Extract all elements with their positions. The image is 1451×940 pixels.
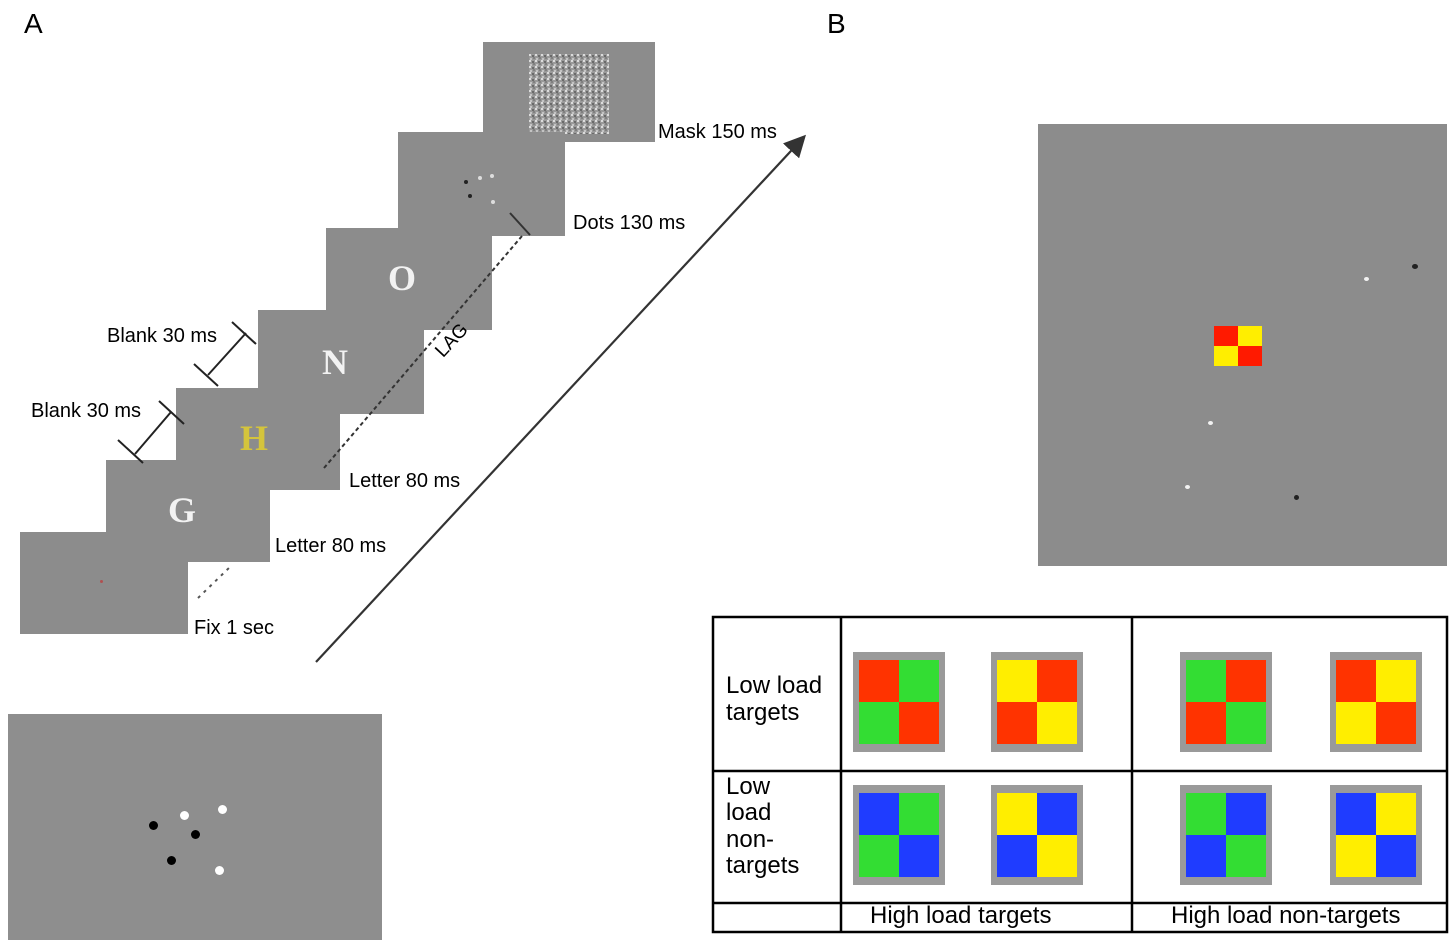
color-swatch <box>1180 652 1272 752</box>
swatch-quadrant <box>1226 660 1266 702</box>
blank2-bracket <box>207 332 247 376</box>
letter-g: G <box>168 490 197 530</box>
black-dot <box>1294 495 1299 500</box>
swatch-quadrant <box>1336 702 1376 744</box>
swatch-quadrant <box>1186 702 1226 744</box>
swatch-quadrant <box>1226 835 1266 877</box>
blank-label-upper: Blank 30 ms <box>107 325 218 347</box>
white-dot <box>1185 485 1190 489</box>
mask-label: Mask 150 ms <box>658 121 777 143</box>
time-arrow <box>315 134 806 663</box>
black-dot <box>191 830 200 839</box>
lag-line <box>323 235 523 469</box>
letter-o: O <box>388 258 417 298</box>
panel-a-label: A <box>24 8 43 39</box>
small-dot <box>468 194 472 198</box>
color-swatch <box>991 652 1083 752</box>
row-label-low-load-targets: Low load targets <box>726 672 823 726</box>
center-color-square <box>1214 326 1262 366</box>
swatch-quadrant <box>899 793 939 835</box>
swatch-quadrant <box>1336 660 1376 702</box>
black-dot <box>149 821 158 830</box>
white-dot <box>215 866 224 875</box>
white-dot <box>1364 277 1369 281</box>
color-swatch <box>991 785 1083 885</box>
col-label-high-load-targets: High load targets <box>870 902 1052 929</box>
swatch-quadrant <box>1186 793 1226 835</box>
dots-display-enlarged <box>8 714 382 940</box>
small-dot <box>478 176 482 180</box>
color-swatch <box>853 652 945 752</box>
swatch-quadrant <box>997 835 1037 877</box>
swatch-quadrant <box>859 835 899 877</box>
swatch-quadrant <box>899 702 939 744</box>
swatch-quadrant <box>1037 702 1077 744</box>
swatch-quadrant <box>859 702 899 744</box>
small-dot <box>491 200 495 204</box>
white-dot <box>218 805 227 814</box>
swatch-quadrant <box>1376 835 1416 877</box>
lag-tick <box>509 212 531 236</box>
dots-label: Dots 130 ms <box>573 212 686 234</box>
color-swatch <box>1330 652 1422 752</box>
noise-mask <box>529 54 609 134</box>
panel-b-label: B <box>827 8 846 39</box>
swatch-quadrant <box>1037 660 1077 702</box>
small-dot <box>464 180 468 184</box>
color-swatch <box>1180 785 1272 885</box>
swatch-quadrant <box>1037 835 1077 877</box>
swatch-quadrant <box>899 835 939 877</box>
swatch-quadrant <box>997 793 1037 835</box>
letter-n: N <box>322 342 348 382</box>
black-dot <box>1412 264 1418 269</box>
letter-label-early: Letter 80 ms <box>275 535 387 557</box>
white-dot <box>180 811 189 820</box>
white-dot <box>1208 421 1213 425</box>
swatch-quadrant <box>997 660 1037 702</box>
fixation-frame <box>20 532 188 634</box>
swatch-quadrant <box>899 660 939 702</box>
swatch-quadrant <box>859 660 899 702</box>
dots-frame <box>398 132 565 236</box>
fixation-point <box>100 580 103 583</box>
color-swatch <box>853 785 945 885</box>
color-swatch <box>1330 785 1422 885</box>
swatch-quadrant <box>1226 793 1266 835</box>
swatch-quadrant <box>1336 793 1376 835</box>
letter-label-late: Letter 80 ms <box>349 470 461 492</box>
black-dot <box>167 856 176 865</box>
swatch-quadrant <box>1376 660 1416 702</box>
swatch-quadrant <box>1186 660 1226 702</box>
blank1-bracket <box>134 411 172 455</box>
swatch-quadrant <box>859 793 899 835</box>
blank-label-lower: Blank 30 ms <box>31 400 142 422</box>
swatch-quadrant <box>1336 835 1376 877</box>
swatch-quadrant <box>1226 702 1266 744</box>
target-letter-h: H <box>240 418 269 458</box>
row-label-low-load-non-targets: Low load non- targets <box>726 773 800 880</box>
mask-frame <box>483 42 655 142</box>
fix-label: Fix 1 sec <box>194 617 275 639</box>
swatch-quadrant <box>1037 793 1077 835</box>
swatch-quadrant <box>997 702 1037 744</box>
swatch-quadrant <box>1376 702 1416 744</box>
col-label-high-load-non-targets: High load non-targets <box>1171 902 1401 929</box>
fix-dotted-line <box>197 564 233 599</box>
search-display <box>1038 124 1447 566</box>
swatch-quadrant <box>1376 793 1416 835</box>
swatch-quadrant <box>1186 835 1226 877</box>
small-dot <box>490 174 494 178</box>
